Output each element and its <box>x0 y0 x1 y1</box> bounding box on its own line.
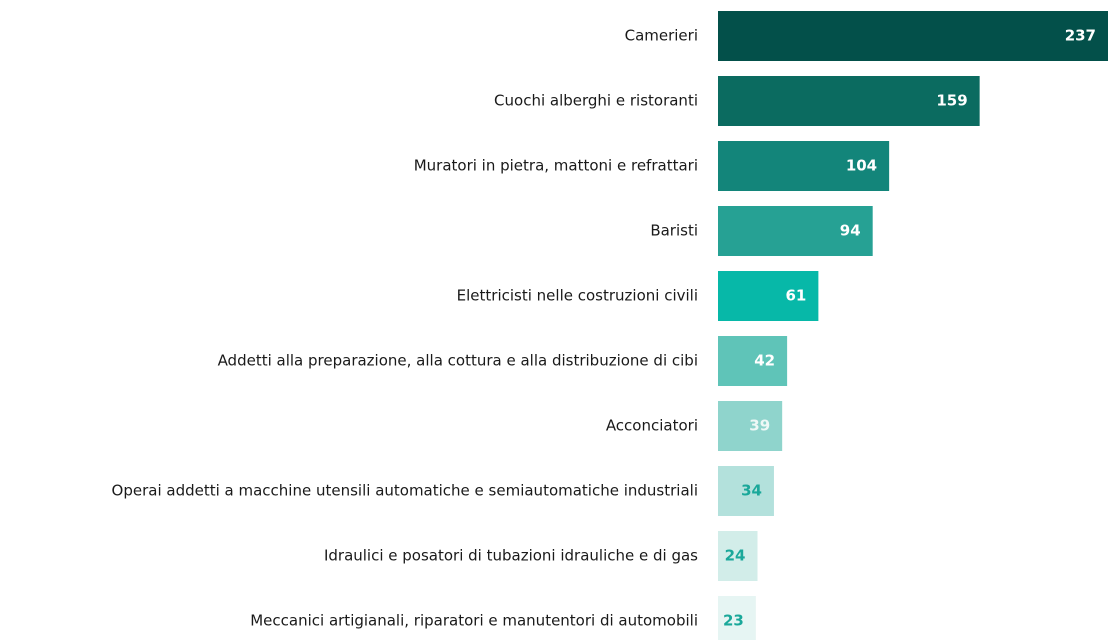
bar <box>718 401 783 451</box>
bar <box>718 466 774 516</box>
value-label: 42 <box>754 352 775 370</box>
bar <box>718 596 756 644</box>
category-label: Muratori in pietra, mattoni e refrattari <box>414 157 698 175</box>
bar <box>718 141 890 191</box>
category-label: Idraulici e posatori di tubazioni idraul… <box>324 547 698 565</box>
category-label: Cuochi alberghi e ristoranti <box>494 92 698 110</box>
category-label: Operai addetti a macchine utensili autom… <box>112 482 698 500</box>
value-label: 237 <box>1065 27 1096 45</box>
bar <box>718 531 758 581</box>
bar <box>718 206 873 256</box>
bar <box>718 11 1108 61</box>
category-label: Camerieri <box>625 27 698 45</box>
bar <box>718 76 980 126</box>
value-label: 39 <box>749 417 770 435</box>
category-label: Acconciatori <box>606 417 698 435</box>
category-label: Elettricisti nelle costruzioni civili <box>457 287 698 305</box>
category-label: Addetti alla preparazione, alla cottura … <box>218 352 698 370</box>
value-label: 34 <box>741 482 762 500</box>
value-label: 104 <box>846 157 877 175</box>
value-label: 61 <box>786 287 807 305</box>
category-label: Baristi <box>650 222 698 240</box>
bar <box>718 336 788 386</box>
value-label: 24 <box>725 547 746 565</box>
value-label: 94 <box>840 222 861 240</box>
value-label: 159 <box>936 92 967 110</box>
bar <box>718 271 819 321</box>
category-label: Meccanici artigianali, riparatori e manu… <box>250 612 698 630</box>
value-label: 23 <box>723 612 744 630</box>
